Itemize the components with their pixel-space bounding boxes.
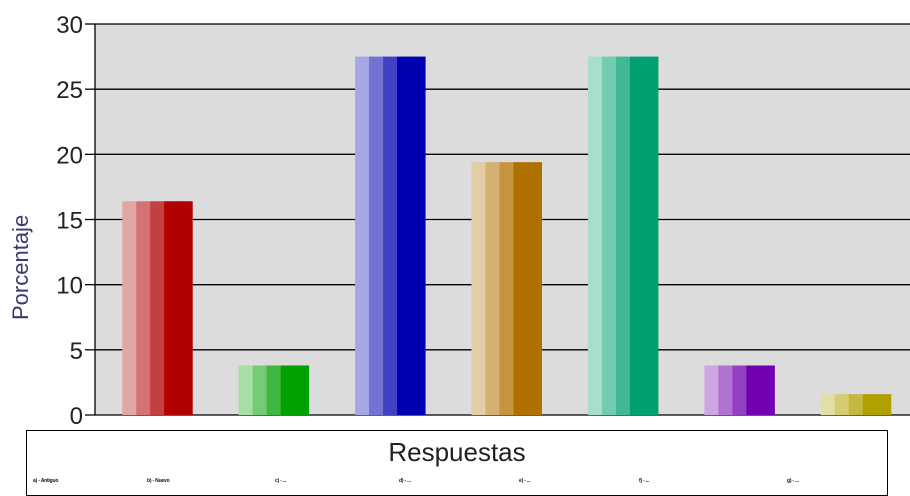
bar-segment (294, 365, 310, 415)
bar-segment (601, 56, 617, 415)
bar-segment (718, 365, 733, 415)
legend-item: f) - ... (639, 478, 650, 484)
bar (587, 56, 659, 415)
bar (471, 162, 542, 415)
bar-segment (513, 162, 528, 415)
y-tick-label: 20 (56, 142, 83, 169)
y-axis-title: Porcentaje (8, 214, 33, 320)
bar (238, 365, 310, 415)
legend-item: g) - ... (787, 478, 799, 484)
bar-segment (587, 56, 603, 415)
bar-segment (252, 365, 268, 415)
bar-segment (122, 201, 137, 415)
bar (355, 56, 426, 415)
y-tick-label: 5 (70, 338, 83, 365)
y-tick-label: 25 (56, 77, 83, 104)
bar-segment (150, 201, 165, 415)
legend-item: c) - ... (275, 478, 287, 484)
bar-segment (397, 56, 412, 415)
bar-segment (411, 56, 426, 415)
bar-segment (820, 394, 836, 415)
bar-segment (876, 394, 892, 415)
bar-segment (266, 365, 282, 415)
bar (704, 365, 775, 415)
bar-segment (704, 365, 719, 415)
bar-segment (643, 56, 659, 415)
legend-item: d) - ... (399, 478, 411, 484)
bar-segment (178, 201, 193, 415)
bar (122, 201, 193, 415)
bar-segment (383, 56, 398, 415)
bar-segment (369, 56, 384, 415)
bar-chart: 0 5 10 15 20 25 30 (56, 12, 910, 430)
bar (820, 394, 892, 415)
bar-segment (629, 56, 645, 415)
bar-segment (164, 201, 179, 415)
x-axis-title: Respuestas (388, 437, 526, 467)
legend-item: b) - Nuevo (147, 478, 170, 484)
bar-segment (746, 365, 761, 415)
bar-segment (862, 394, 878, 415)
bar-segment (485, 162, 500, 415)
bar-segment (499, 162, 514, 415)
legend-item: a) - Antiguo (33, 478, 59, 484)
bar-segment (238, 365, 254, 415)
bar-segment (136, 201, 151, 415)
y-tick-label: 30 (56, 12, 83, 39)
bar-segment (355, 56, 370, 415)
bar-segment (848, 394, 864, 415)
bar-segment (834, 394, 850, 415)
legend-item: e) - ... (519, 478, 531, 484)
y-tick-label: 10 (56, 273, 83, 300)
y-tick-label: 0 (70, 403, 83, 430)
legend: Respuestas a) - Antiguo b) - Nuevo c) - ..… (26, 430, 888, 496)
bar-segment (527, 162, 542, 415)
bar-segment (760, 365, 775, 415)
bar-segment (732, 365, 747, 415)
bar-segment (471, 162, 486, 415)
y-tick-label: 15 (56, 208, 83, 235)
bar-segment (615, 56, 631, 415)
bar-segment (280, 365, 296, 415)
